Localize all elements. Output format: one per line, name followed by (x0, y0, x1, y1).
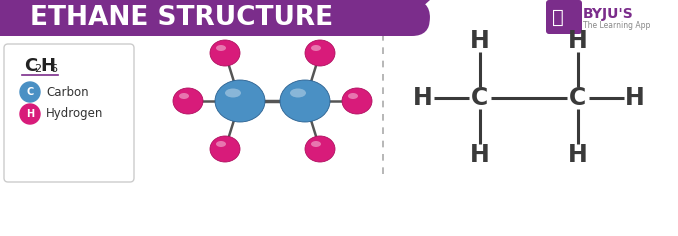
FancyBboxPatch shape (4, 44, 134, 182)
Text: H: H (26, 109, 34, 119)
Text: C: C (471, 86, 489, 110)
Text: C: C (24, 57, 37, 75)
Text: C: C (570, 86, 586, 110)
Circle shape (20, 82, 40, 102)
Ellipse shape (216, 141, 226, 147)
Ellipse shape (210, 40, 240, 66)
Text: H: H (470, 143, 490, 167)
Text: H: H (470, 29, 490, 53)
Text: H: H (625, 86, 645, 110)
Text: Hydrogen: Hydrogen (46, 108, 103, 121)
FancyBboxPatch shape (546, 0, 582, 34)
Ellipse shape (216, 45, 226, 51)
Text: H: H (568, 29, 588, 53)
Text: C: C (26, 87, 34, 97)
Text: Carbon: Carbon (46, 85, 89, 98)
Ellipse shape (280, 80, 330, 122)
Polygon shape (0, 0, 430, 36)
Ellipse shape (348, 93, 358, 99)
Ellipse shape (305, 40, 335, 66)
Ellipse shape (210, 136, 240, 162)
Text: ETHANE STRUCTURE: ETHANE STRUCTURE (30, 5, 333, 31)
Circle shape (20, 104, 40, 124)
Ellipse shape (305, 136, 335, 162)
Ellipse shape (179, 93, 189, 99)
Ellipse shape (290, 88, 306, 97)
Ellipse shape (342, 88, 372, 114)
Text: 6: 6 (50, 64, 57, 74)
Ellipse shape (215, 80, 265, 122)
Ellipse shape (173, 88, 203, 114)
Text: 2: 2 (34, 64, 41, 74)
Ellipse shape (311, 45, 321, 51)
Text: BYJU'S: BYJU'S (583, 7, 634, 21)
Ellipse shape (311, 141, 321, 147)
Text: The Learning App: The Learning App (583, 21, 650, 30)
Text: H: H (413, 86, 433, 110)
Text: H: H (40, 57, 55, 75)
Text: H: H (568, 143, 588, 167)
Text: Ⓑ: Ⓑ (552, 8, 564, 26)
Ellipse shape (225, 88, 241, 97)
FancyBboxPatch shape (370, 0, 430, 36)
